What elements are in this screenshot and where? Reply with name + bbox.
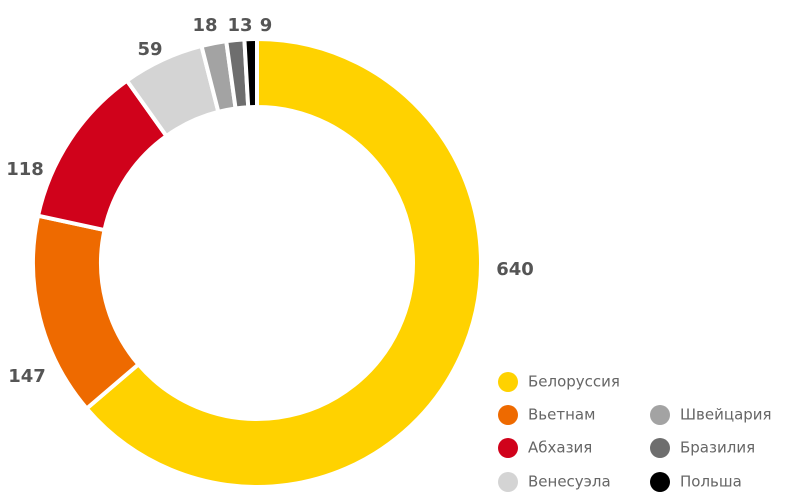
legend-label: Вьетнам bbox=[528, 406, 595, 424]
donut-slice bbox=[83, 36, 483, 489]
value-label: 147 bbox=[8, 366, 46, 387]
legend-swatch bbox=[498, 438, 518, 458]
legend-label: Абхазия bbox=[528, 439, 592, 457]
value-label: 118 bbox=[6, 159, 44, 180]
legend-swatch bbox=[498, 472, 518, 492]
legend-swatch bbox=[650, 405, 670, 425]
donut-slice bbox=[242, 36, 259, 110]
legend-label: Швейцария bbox=[680, 406, 772, 424]
donut-slice bbox=[31, 213, 142, 412]
legend-label: Венесуэла bbox=[528, 473, 611, 491]
value-label: 18 bbox=[192, 15, 217, 36]
legend-swatch bbox=[650, 472, 670, 492]
legend-swatch bbox=[498, 372, 518, 392]
value-label: 640 bbox=[496, 259, 534, 280]
value-label: 13 bbox=[227, 15, 252, 36]
value-label: 59 bbox=[137, 39, 162, 60]
legend-label: Белоруссия bbox=[528, 373, 620, 391]
value-label: 9 bbox=[260, 15, 273, 36]
legend-swatch bbox=[498, 405, 518, 425]
legend-label: Польша bbox=[680, 473, 742, 491]
legend-swatch bbox=[650, 438, 670, 458]
legend-label: Бразилия bbox=[680, 439, 755, 457]
